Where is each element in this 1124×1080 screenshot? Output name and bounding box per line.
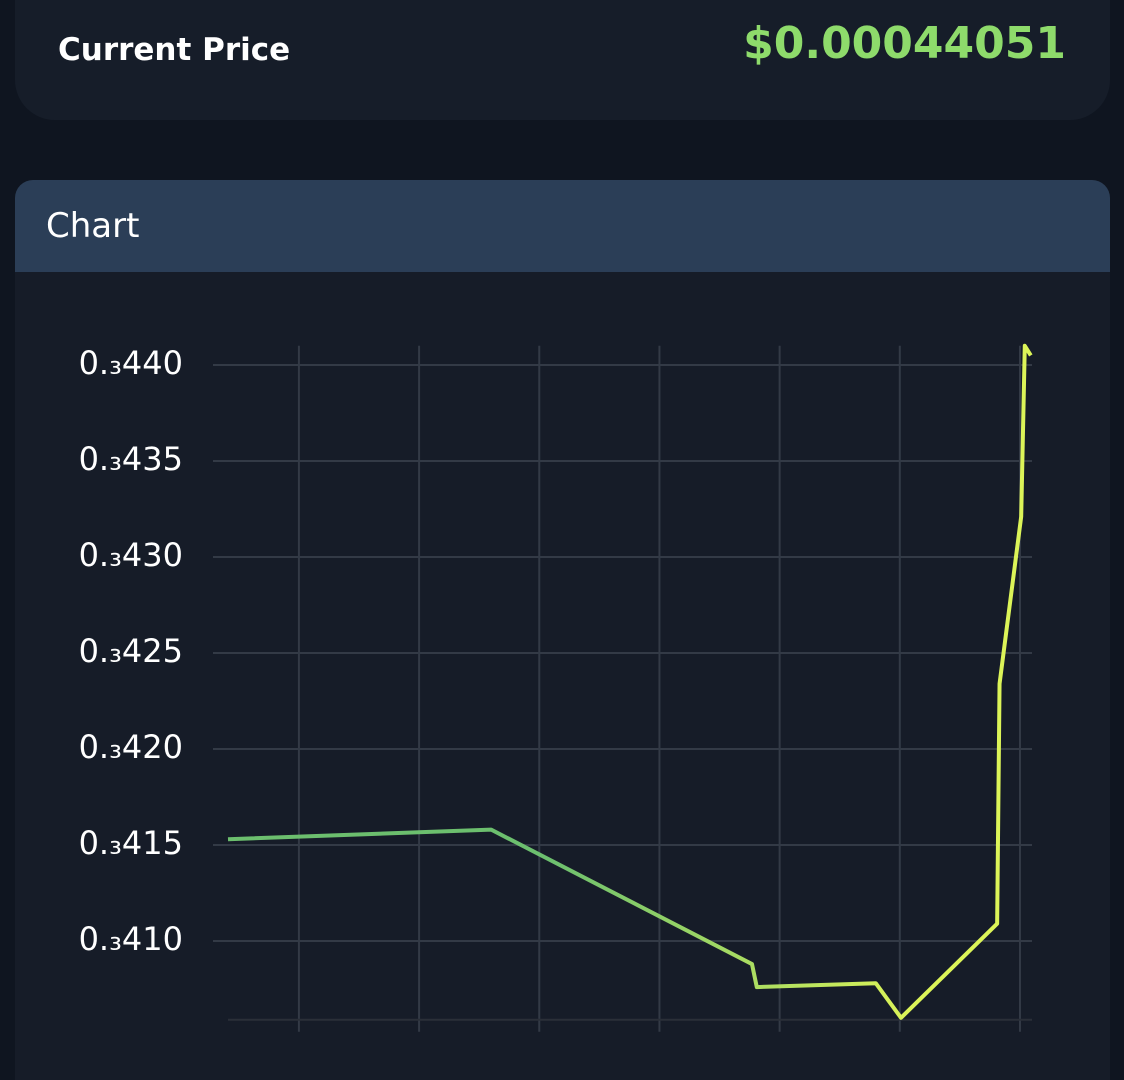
chart-header: Chart [15, 180, 1110, 272]
price-label: Current Price [58, 32, 291, 68]
y-tick-label: 0.₃415 [79, 824, 183, 862]
page: Current Price $0.00044051 Chart 0.₃410 0.… [15, 0, 1110, 1032]
y-tick-label: 0.₃420 [79, 728, 183, 766]
y-tick-label: 0.₃425 [79, 632, 183, 670]
chart-card: Chart [15, 180, 1110, 1080]
price-card: Current Price $0.00044051 [15, 0, 1110, 120]
y-tick-label: 0.₃440 [79, 344, 183, 382]
price-line [227, 343, 1033, 1020]
chart: 0.₃410 0.₃415 0.₃420 0.₃425 0.₃430 0.₃435 0.₃4… [79, 343, 1033, 1032]
price-value: $0.00044051 [743, 18, 1066, 69]
y-tick-label: 0.₃435 [79, 440, 183, 478]
y-tick-label: 0.₃410 [79, 920, 183, 958]
y-tick-label: 0.₃430 [79, 536, 183, 574]
